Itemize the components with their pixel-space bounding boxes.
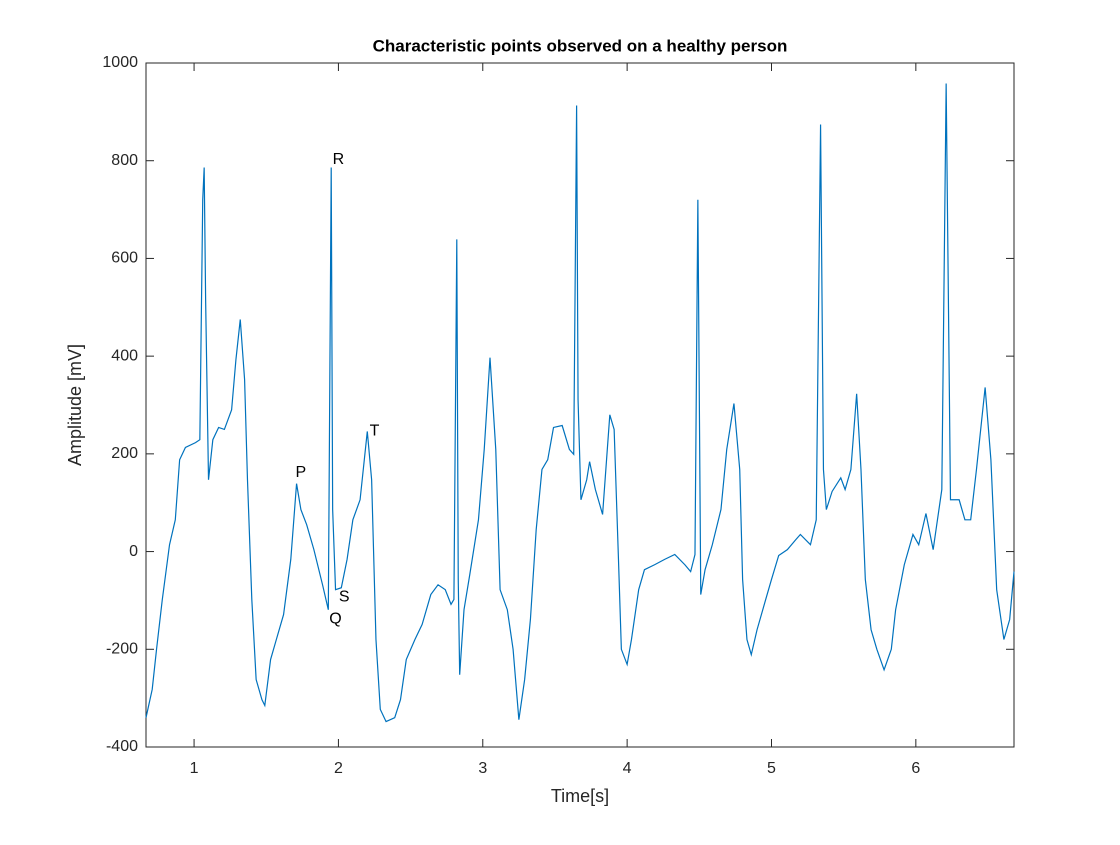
y-tick-label: -400 bbox=[106, 738, 138, 755]
ecg-line bbox=[145, 83, 1015, 723]
x-tick-label: 4 bbox=[623, 760, 632, 777]
x-tick-label: 5 bbox=[767, 760, 776, 777]
x-tick-label: 2 bbox=[334, 760, 343, 777]
x-axis-label: Time[s] bbox=[551, 786, 609, 806]
annotation: R bbox=[333, 151, 345, 168]
y-tick-label: 0 bbox=[129, 543, 138, 560]
x-tick-label: 1 bbox=[190, 760, 199, 777]
axes-box bbox=[145, 62, 1015, 748]
annotation: Q bbox=[329, 611, 341, 628]
x-tick-label: 6 bbox=[911, 760, 920, 777]
y-tick-label: 400 bbox=[111, 347, 138, 364]
annotation: P bbox=[296, 464, 307, 481]
y-tick-label: 1000 bbox=[102, 54, 138, 71]
chart-title: Characteristic points observed on a heal… bbox=[373, 36, 788, 55]
annotation: T bbox=[370, 423, 380, 440]
y-tick-label: 600 bbox=[111, 250, 138, 267]
y-tick-label: -200 bbox=[106, 641, 138, 658]
y-axis-label: Amplitude [mV] bbox=[65, 344, 85, 466]
y-tick-label: 200 bbox=[111, 445, 138, 462]
annotation: S bbox=[339, 589, 350, 606]
x-tick-label: 3 bbox=[478, 760, 487, 777]
y-tick-label: 800 bbox=[111, 152, 138, 169]
